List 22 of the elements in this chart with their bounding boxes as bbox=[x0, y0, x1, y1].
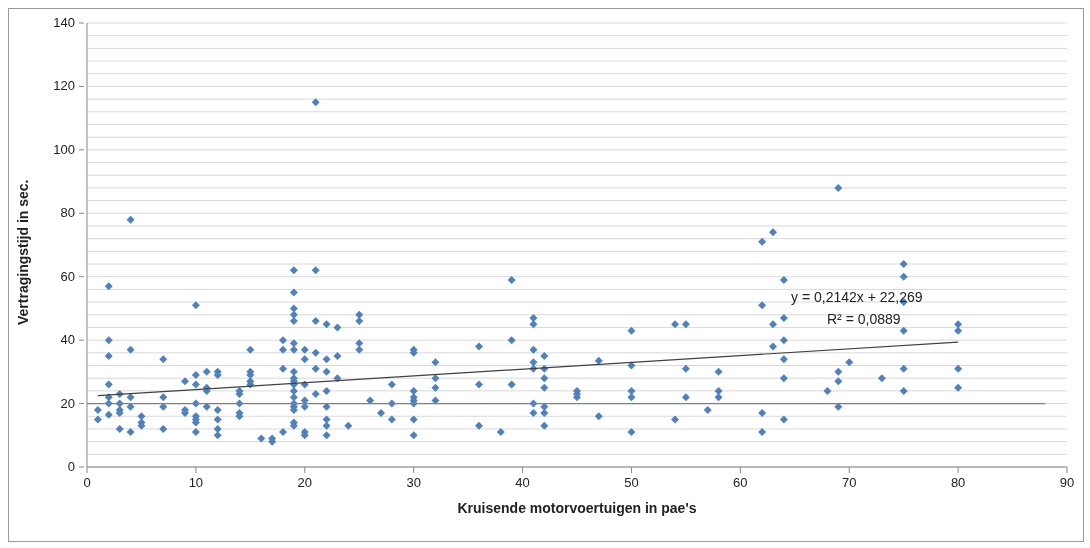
x-tick-label: 70 bbox=[841, 475, 857, 490]
x-tick-label: 60 bbox=[733, 475, 748, 490]
y-tick-label: 20 bbox=[60, 395, 75, 411]
x-tick-label: 20 bbox=[297, 475, 313, 490]
x-tick-label: 10 bbox=[188, 475, 204, 490]
x-axis-title: Kruisende motorvoertuigen in pae's bbox=[457, 500, 697, 516]
x-tick-label: 80 bbox=[950, 475, 966, 490]
x-tick-label: 30 bbox=[406, 475, 421, 490]
x-tick-label: 90 bbox=[1059, 475, 1075, 490]
x-tick-label: 50 bbox=[624, 475, 639, 490]
y-tick-label: 60 bbox=[60, 268, 75, 284]
y-tick-label: 80 bbox=[60, 205, 75, 221]
x-tick-label: 0 bbox=[83, 475, 91, 490]
y-tick-label: 140 bbox=[53, 15, 75, 30]
y-tick-label: 100 bbox=[53, 141, 75, 157]
y-tick-label: 0 bbox=[67, 459, 75, 474]
y-axis-title: Vertragingstijd in sec. bbox=[14, 179, 31, 325]
y-tick-label: 40 bbox=[60, 332, 75, 348]
annotation: R² = 0,0889 bbox=[827, 311, 901, 327]
y-tick-label: 120 bbox=[53, 78, 75, 94]
x-tick-label: 40 bbox=[515, 475, 530, 490]
annotation: y = 0,2142x + 22,269 bbox=[791, 289, 923, 305]
